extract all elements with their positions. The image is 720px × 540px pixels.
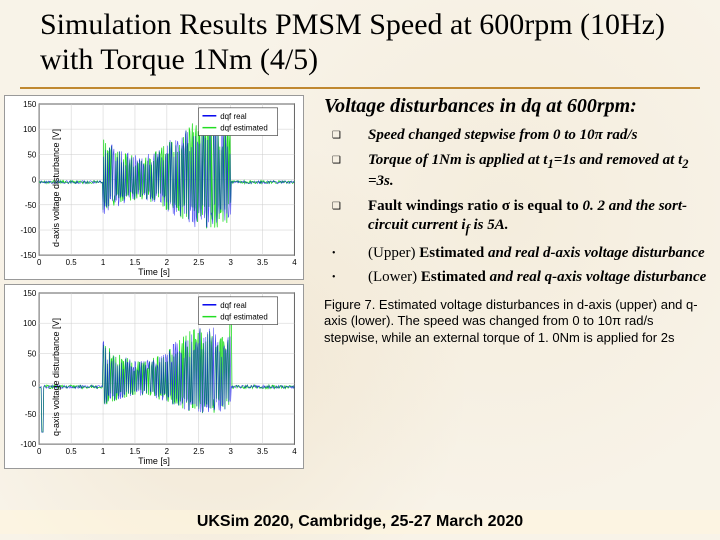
svg-text:0: 0: [37, 447, 42, 456]
bullet-item: ❑ Fault windings ratio σ is equal to 0. 2…: [332, 197, 708, 237]
bullet-text: Fault windings ratio σ is equal to 0. 2 …: [368, 197, 708, 237]
bullet-item: • (Upper) Estimated and real d-axis volta…: [332, 244, 708, 263]
svg-text:2: 2: [165, 258, 169, 267]
content-area: 00.511.522.533.54-150-100-50050100150dqf…: [0, 89, 720, 469]
svg-text:150: 150: [23, 100, 37, 109]
svg-text:-150: -150: [20, 251, 36, 260]
svg-text:150: 150: [23, 289, 37, 298]
svg-text:3.5: 3.5: [257, 447, 269, 456]
figure-caption: Figure 7. Estimated voltage disturbances…: [324, 297, 708, 346]
chart-q-axis: 0 0.5 1 1.5 2 2.5 3 3.5 4 -100 -50 0 50 100 150 dqf rea…: [4, 284, 304, 469]
svg-text:dqf estimated: dqf estimated: [220, 124, 267, 133]
svg-text:1: 1: [101, 258, 106, 267]
bullet-item: ❑ Speed changed stepwise from 0 to 10π ra…: [332, 126, 708, 145]
svg-text:3: 3: [228, 258, 233, 267]
svg-text:0: 0: [32, 380, 37, 389]
svg-text:0.5: 0.5: [66, 258, 78, 267]
svg-text:-50: -50: [25, 201, 37, 210]
svg-text:1: 1: [101, 447, 106, 456]
svg-text:3.5: 3.5: [257, 258, 269, 267]
bullet-text: Torque of 1Nm is applied at t1=1s and re…: [368, 151, 708, 191]
text-column: Voltage disturbances in dq at 600rpm: ❑ S…: [314, 95, 708, 469]
svg-text:dqf real: dqf real: [220, 301, 247, 310]
chart-upper-xlabel: Time [s]: [138, 267, 170, 277]
svg-text:2: 2: [165, 447, 169, 456]
slide-title: Simulation Results PMSM Speed at 600rpm …: [40, 8, 700, 77]
slide-footer: UKSim 2020, Cambridge, 25-27 March 2020: [0, 510, 720, 534]
bullet-marker: •: [332, 244, 344, 263]
bullet-marker: ❑: [332, 151, 344, 191]
bullet-text: (Lower) Estimated and real q-axis voltag…: [368, 268, 708, 287]
svg-text:0: 0: [37, 258, 42, 267]
slide-header: Simulation Results PMSM Speed at 600rpm …: [0, 0, 720, 81]
svg-text:0.5: 0.5: [66, 447, 78, 456]
svg-text:dqf real: dqf real: [220, 112, 247, 121]
bullet-item: ❑ Torque of 1Nm is applied at t1=1s and r…: [332, 151, 708, 191]
bullet-list: ❑ Speed changed stepwise from 0 to 10π ra…: [324, 126, 708, 287]
svg-text:dqf estimated: dqf estimated: [220, 313, 267, 322]
svg-text:3: 3: [228, 447, 233, 456]
svg-text:0: 0: [32, 176, 37, 185]
chart-upper-ylabel: d-axis voltage disturbance [V]: [51, 128, 61, 246]
charts-column: 00.511.522.533.54-150-100-50050100150dqf…: [4, 95, 314, 469]
svg-text:-50: -50: [25, 410, 37, 419]
chart-lower-ylabel: q-axis voltage disturbance [V]: [51, 317, 61, 435]
svg-text:1.5: 1.5: [129, 447, 141, 456]
svg-text:4: 4: [292, 258, 297, 267]
bullet-text: Speed changed stepwise from 0 to 10π rad…: [368, 126, 708, 145]
svg-text:1.5: 1.5: [129, 258, 141, 267]
bullet-marker: ❑: [332, 126, 344, 145]
chart-lower-xlabel: Time [s]: [138, 456, 170, 466]
bullet-marker: ❑: [332, 197, 344, 237]
subheading: Voltage disturbances in dq at 600rpm:: [324, 95, 708, 118]
svg-text:2.5: 2.5: [193, 258, 205, 267]
bullet-item: • (Lower) Estimated and real q-axis volta…: [332, 268, 708, 287]
chart-d-axis: 0 0.5 1 1.5 2 2.5 3 3.5 4 -150 -100 -50 0 50 100 150 dqf…: [4, 95, 304, 280]
svg-text:-100: -100: [20, 226, 36, 235]
svg-text:100: 100: [23, 125, 37, 134]
svg-text:4: 4: [292, 447, 297, 456]
bullet-marker: •: [332, 268, 344, 287]
svg-text:50: 50: [27, 349, 36, 358]
svg-text:100: 100: [23, 319, 37, 328]
bullet-text: (Upper) Estimated and real d-axis voltag…: [368, 244, 708, 263]
svg-text:50: 50: [27, 150, 36, 159]
svg-text:-100: -100: [20, 440, 36, 449]
svg-text:2.5: 2.5: [193, 447, 205, 456]
